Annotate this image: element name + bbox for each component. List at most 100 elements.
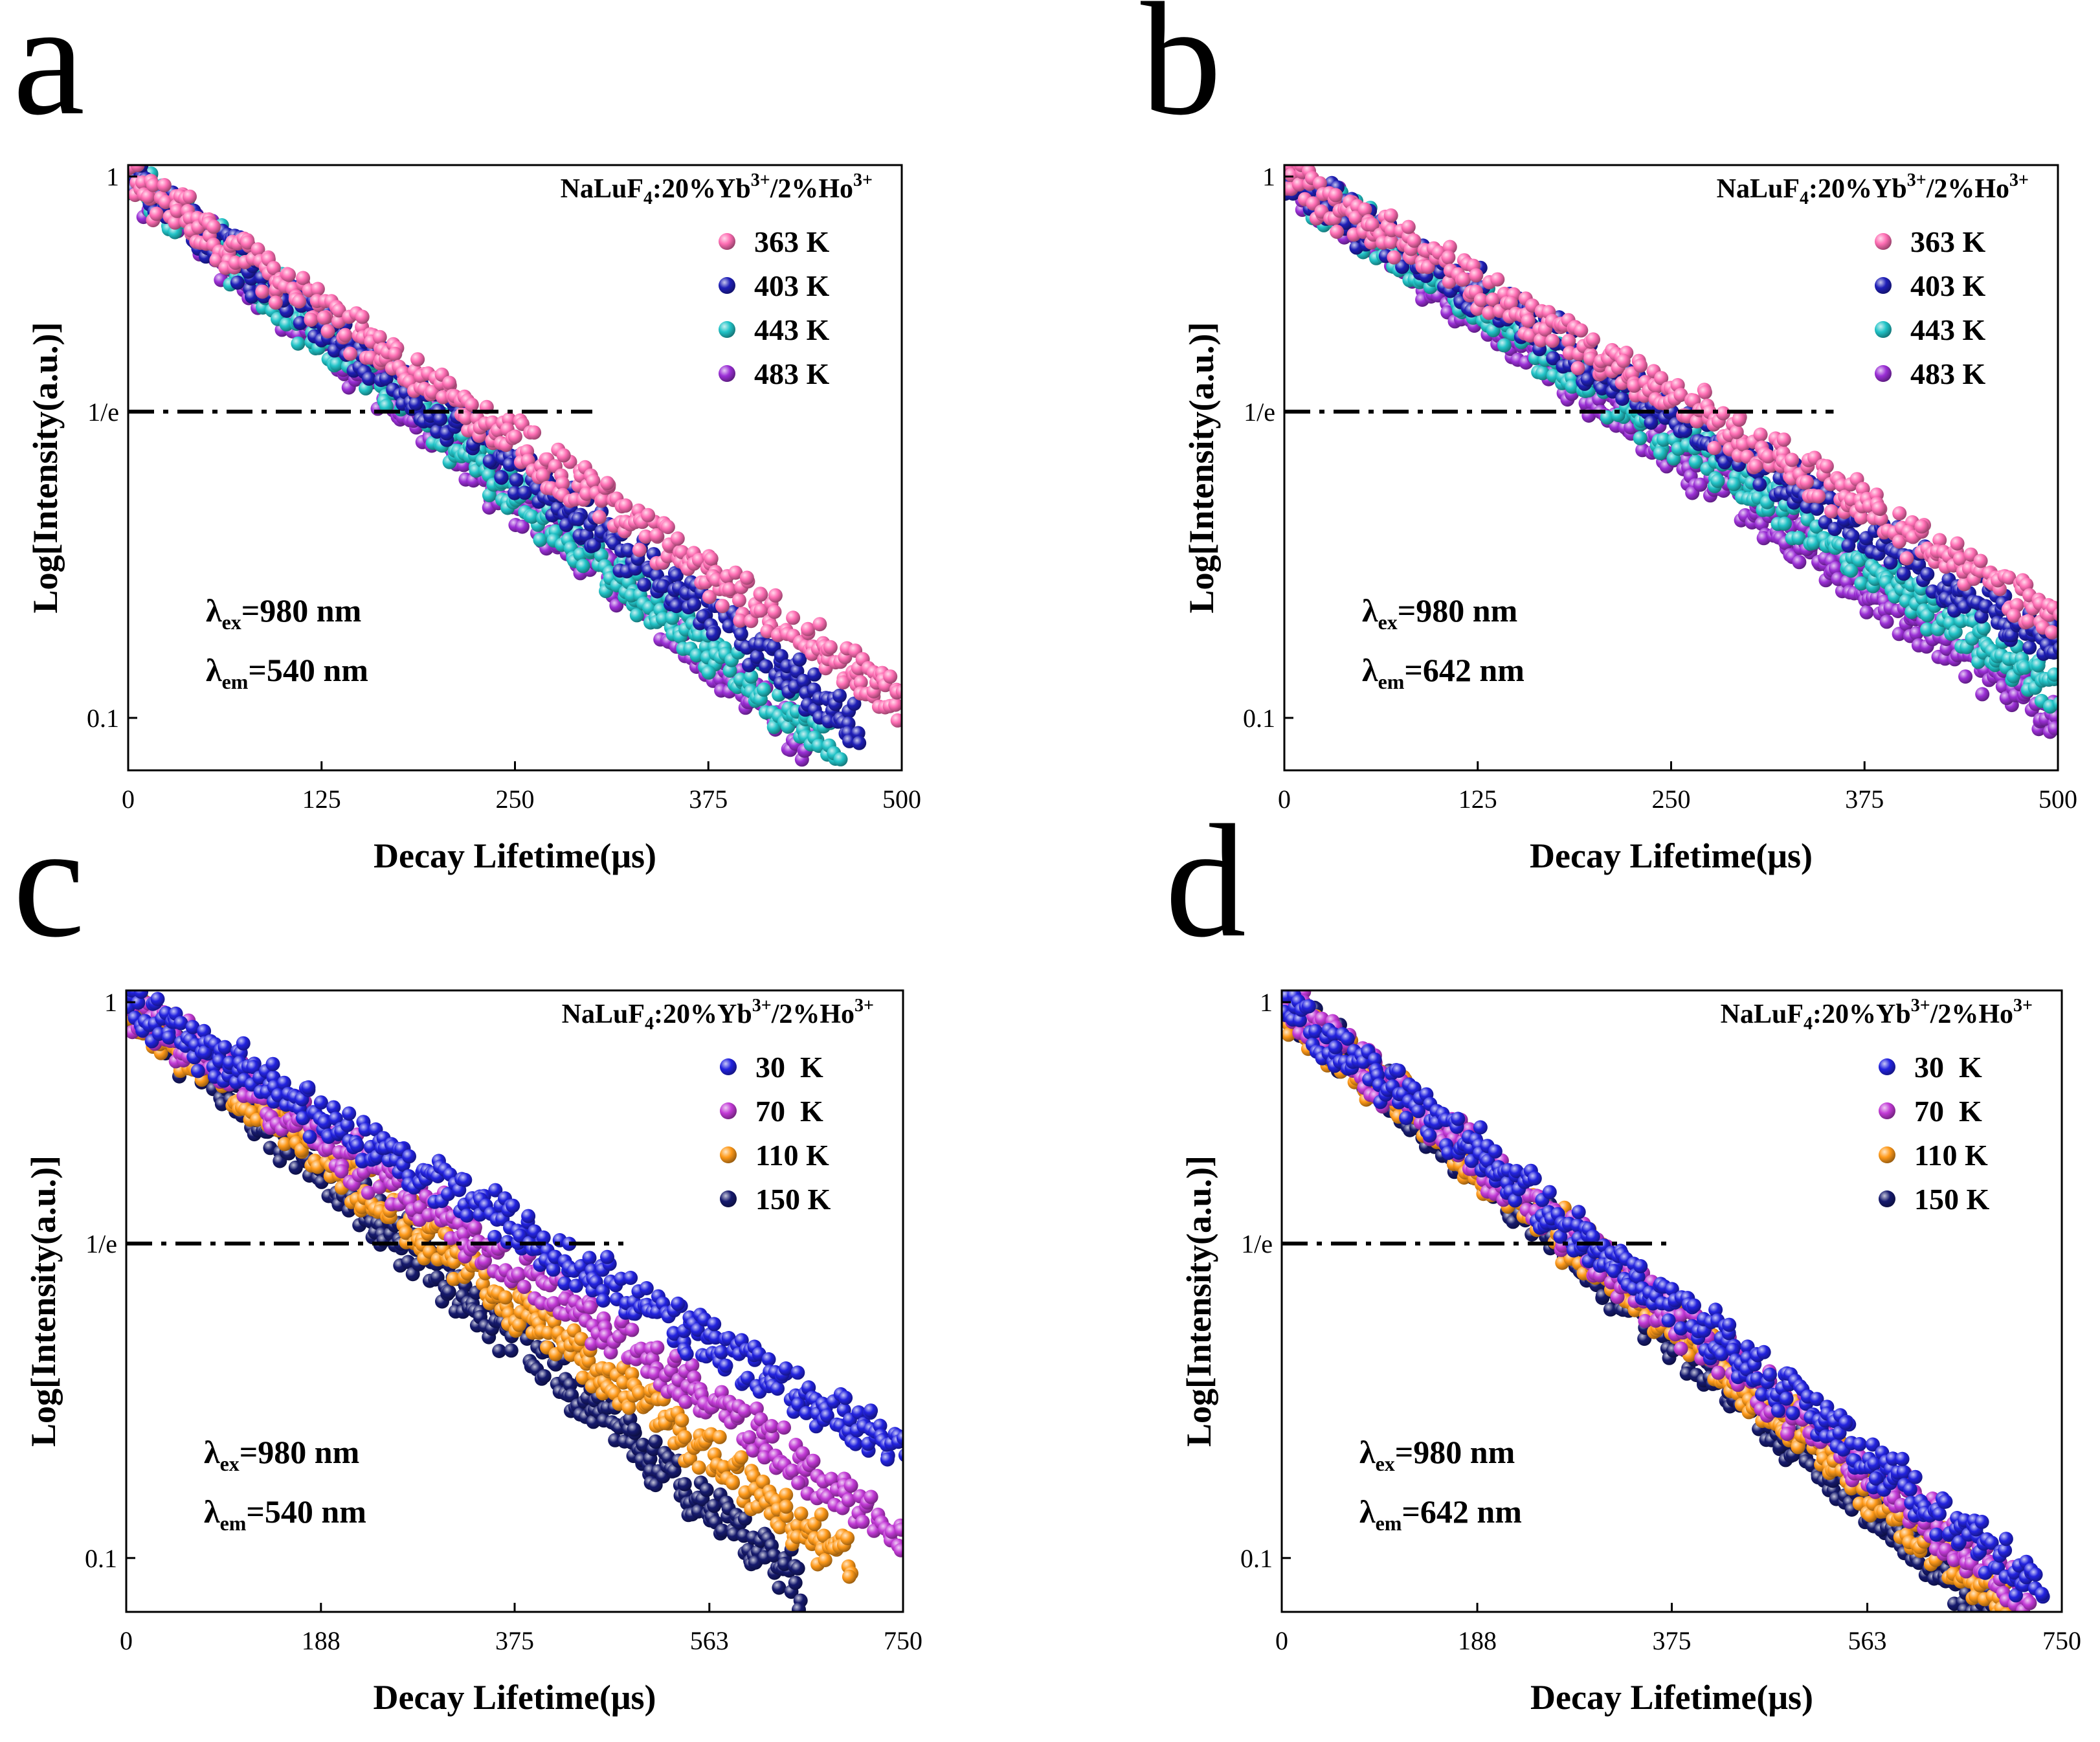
data-point [898, 1448, 903, 1462]
data-point [464, 397, 479, 412]
data-point [1574, 323, 1589, 338]
data-point [707, 1499, 722, 1513]
data-point [1570, 361, 1585, 375]
data-point [656, 579, 671, 594]
annotation-em: λem=642 nm [1362, 652, 1525, 693]
data-point [719, 1358, 733, 1373]
data-point [726, 1475, 740, 1490]
data-point [1383, 235, 1398, 250]
data-point [1909, 626, 1924, 641]
data-point [1978, 1615, 1992, 1629]
y-axis-title: Log[Intensity(a.u.)] [1182, 322, 1221, 613]
data-point [1792, 555, 1807, 570]
data-point [1710, 473, 1725, 488]
data-point [623, 1271, 638, 1285]
data-point [811, 739, 826, 754]
data-point [1594, 381, 1609, 396]
data-point [399, 1225, 414, 1240]
data-point [301, 1080, 316, 1095]
data-point [1896, 566, 1911, 581]
data-point [508, 429, 522, 444]
data-point [796, 673, 811, 688]
data-point [2002, 570, 2016, 585]
data-point [648, 1434, 663, 1449]
data-point [796, 1446, 810, 1461]
x-tick-label: 500 [2039, 785, 2077, 814]
x-tick-label: 375 [1845, 785, 1884, 814]
data-point [326, 1100, 341, 1115]
data-point [2021, 614, 2036, 629]
data-point [1883, 555, 1898, 570]
data-point [777, 1420, 791, 1435]
data-point [660, 520, 675, 535]
data-point [792, 652, 807, 667]
data-point [1976, 621, 1991, 636]
data-point [134, 990, 149, 999]
legend-label: 483 K [754, 357, 830, 390]
data-point [669, 568, 684, 583]
y-tick-label: 1 [106, 162, 119, 192]
data-point [467, 1220, 482, 1235]
data-point [161, 1030, 176, 1045]
data-point [629, 608, 644, 623]
data-point [733, 613, 748, 628]
data-point [733, 627, 748, 642]
data-point [788, 1576, 803, 1591]
data-point [140, 189, 155, 204]
legend-label: 70 K [755, 1095, 823, 1128]
data-point [707, 1317, 722, 1332]
data-point [627, 1422, 642, 1437]
x-axis-title: Decay Lifetime(μs) [374, 836, 656, 875]
data-point [488, 1183, 503, 1198]
data-point [1732, 412, 1747, 427]
data-point [1819, 459, 1834, 474]
data-point [331, 303, 346, 318]
x-tick-label: 125 [302, 785, 341, 814]
data-point [765, 1419, 779, 1433]
legend-label: 150 K [755, 1183, 831, 1216]
data-point [1673, 388, 1688, 402]
data-point [1973, 553, 1988, 568]
data-point [786, 610, 801, 625]
x-tick-label: 0 [1278, 785, 1291, 814]
data-point [2022, 640, 2037, 655]
data-point [1497, 338, 1512, 353]
legend-label: 443 K [1910, 313, 1986, 346]
data-point [1644, 415, 1659, 430]
legend-label: 110 K [755, 1139, 829, 1172]
data-point [456, 1226, 471, 1241]
data-point [1615, 392, 1630, 406]
data-point [801, 621, 815, 636]
data-point [1800, 475, 1814, 489]
data-point [524, 509, 539, 524]
data-point [282, 267, 296, 282]
data-point [361, 371, 376, 386]
legend-marker [719, 233, 735, 250]
data-point [410, 352, 425, 367]
data-point [772, 1580, 787, 1595]
data-point [895, 684, 902, 698]
data-point [1776, 432, 1791, 447]
data-point [843, 1478, 858, 1493]
data-point [832, 688, 847, 703]
data-points [1284, 165, 2058, 739]
data-point [768, 588, 783, 603]
data-point [1688, 454, 1703, 469]
data-point [779, 1499, 794, 1514]
legend-label: 483 K [1910, 357, 1986, 390]
data-point [737, 1403, 752, 1418]
data-point [1854, 576, 1869, 591]
x-tick-label: 500 [882, 785, 921, 814]
data-point [302, 1130, 317, 1145]
data-point [535, 468, 550, 483]
data-point [157, 178, 172, 192]
data-point [1633, 358, 1648, 373]
data-point [1357, 202, 1372, 217]
data-point [441, 1187, 456, 1201]
data-point [276, 1075, 291, 1090]
data-point [536, 1230, 551, 1245]
data-point [595, 492, 610, 507]
data-point [1854, 510, 1869, 525]
data-point [506, 1198, 520, 1213]
